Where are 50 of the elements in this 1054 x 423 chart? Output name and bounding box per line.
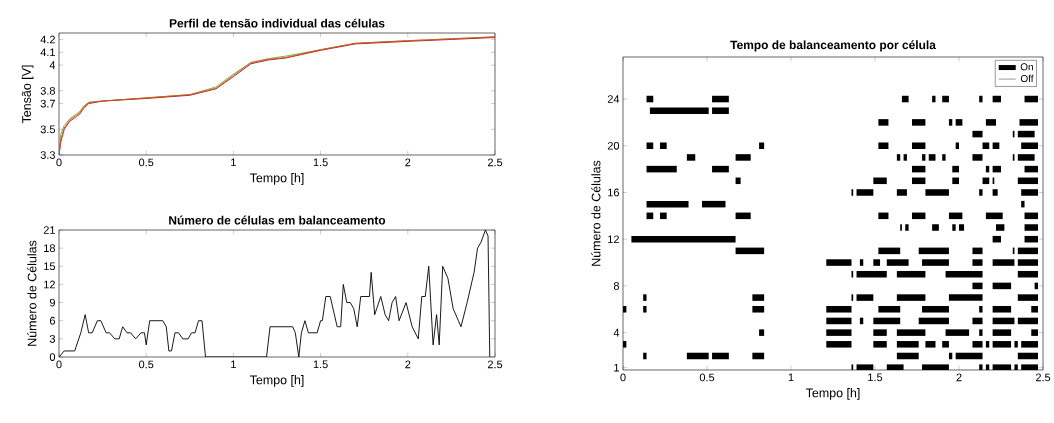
y-tick-label: 20 bbox=[607, 141, 620, 150]
x-tick-label: 0 bbox=[620, 373, 626, 382]
x-tick-label: 2 bbox=[405, 158, 411, 167]
x-tick-label: 1.5 bbox=[868, 373, 883, 382]
x-tick-label: 0 bbox=[56, 360, 62, 369]
y-tick-label: 0 bbox=[49, 353, 56, 361]
y-tick-label: 3.3 bbox=[40, 151, 55, 159]
x-tick-label: 0.5 bbox=[139, 158, 154, 167]
y-axis-title: Número de Células bbox=[27, 240, 37, 346]
chart-title: Número de células em balanceamento bbox=[169, 215, 386, 225]
y-axis-title: Número de Células bbox=[591, 160, 601, 266]
x-tick-label: 1 bbox=[231, 360, 236, 369]
y-tick-label: 4.2 bbox=[40, 35, 55, 44]
x-tick-label: 2 bbox=[405, 360, 411, 369]
y-axis-title: Tensão [V] bbox=[21, 65, 34, 124]
y-tick-label: 12 bbox=[608, 235, 619, 244]
x-tick-label: 1.5 bbox=[313, 360, 328, 369]
x-tick-label: 2.5 bbox=[487, 360, 503, 369]
x-tick-label: 0.5 bbox=[139, 360, 154, 369]
y-tick-label: 8 bbox=[613, 282, 620, 290]
y-tick-label: 3 bbox=[49, 334, 55, 343]
x-tick-label: 2 bbox=[956, 373, 962, 382]
y-tick-label: 4.1 bbox=[40, 48, 55, 57]
x-axis-title: Tempo [h] bbox=[249, 375, 304, 387]
y-tick-label: 15 bbox=[44, 262, 56, 271]
y-tick-label: 3.8 bbox=[40, 86, 55, 95]
x-tick-label: 0 bbox=[56, 158, 62, 167]
y-tick-label: 24 bbox=[607, 95, 620, 103]
y-tick-label: 4 bbox=[613, 328, 620, 337]
y-tick-label: 3.7 bbox=[40, 99, 55, 108]
legend-label: Off bbox=[1020, 74, 1034, 83]
chart-title: Tempo de balanceamento por célula bbox=[730, 40, 936, 52]
chart-title: Perfil de tensão individual das células bbox=[169, 18, 385, 28]
x-tick-label: 2.5 bbox=[487, 158, 503, 167]
y-tick-label: 6 bbox=[49, 316, 55, 325]
y-tick-label: 4 bbox=[49, 61, 56, 69]
legend-label: On bbox=[1020, 63, 1033, 71]
y-tick-label: 9 bbox=[49, 298, 55, 307]
x-tick-label: 1 bbox=[231, 158, 236, 167]
x-tick-label: 1 bbox=[788, 373, 794, 382]
y-tick-label: 16 bbox=[608, 188, 620, 197]
y-tick-label: 21 bbox=[43, 226, 55, 234]
x-axis-title: Tempo [h] bbox=[805, 388, 860, 400]
x-axis-title: Tempo [h] bbox=[249, 173, 304, 185]
y-tick-label: 3.5 bbox=[40, 125, 56, 134]
x-tick-label: 1.5 bbox=[313, 158, 328, 167]
x-tick-label: 0.5 bbox=[699, 373, 715, 382]
y-tick-label: 18 bbox=[44, 244, 55, 253]
x-tick-label: 2.5 bbox=[1035, 373, 1051, 382]
y-tick-label: 12 bbox=[44, 280, 55, 289]
